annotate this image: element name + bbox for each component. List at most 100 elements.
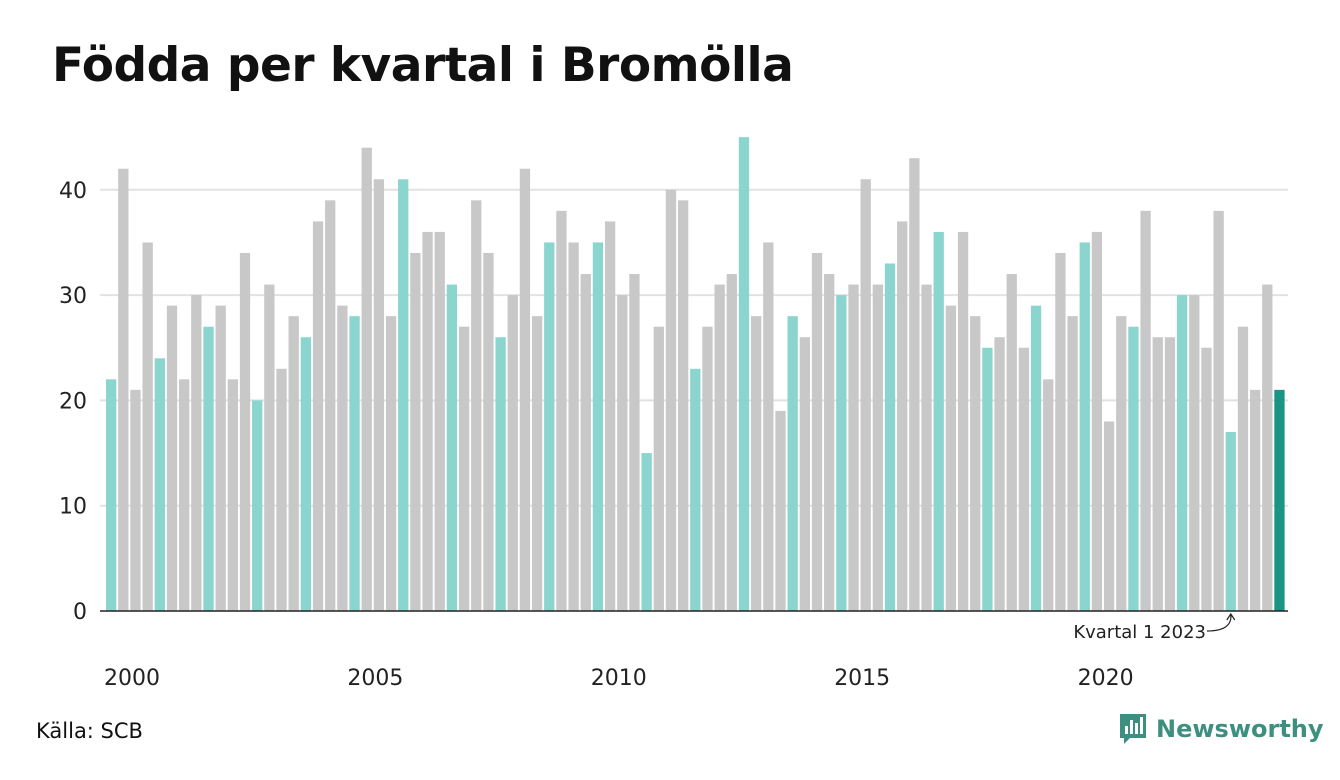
brand-name: Newsworthy: [1156, 715, 1324, 743]
bar: [556, 210, 567, 612]
x-tick-label: 2015: [834, 666, 890, 691]
bar: [179, 379, 190, 611]
bar: [349, 316, 360, 611]
bar: [312, 221, 324, 611]
bar: [361, 147, 372, 611]
bar: [1006, 274, 1017, 611]
bar: [714, 284, 725, 611]
y-tick-label: 40: [59, 179, 87, 204]
bar: [690, 368, 701, 611]
bar: [373, 179, 385, 611]
bar: [106, 379, 117, 611]
bar: [118, 168, 129, 612]
bar: [836, 295, 847, 611]
bar: [641, 453, 652, 611]
y-tick-label: 30: [59, 284, 87, 309]
bar: [385, 316, 397, 611]
bar: [1176, 295, 1188, 611]
bar: [726, 274, 737, 611]
bar: [1225, 431, 1236, 611]
bar: [422, 231, 433, 612]
bar: [483, 252, 494, 612]
bar: [276, 368, 287, 611]
bar: [945, 305, 957, 611]
bar: [1079, 242, 1090, 611]
bar: [982, 347, 993, 611]
bar: [337, 305, 348, 611]
bar: [130, 389, 141, 611]
bar: [203, 326, 214, 611]
bar: [897, 221, 908, 611]
bar: [751, 316, 762, 611]
bar: [1067, 316, 1078, 611]
annotation-group: Kvartal 1 2023: [1073, 612, 1236, 643]
bar: [1213, 210, 1224, 612]
x-tick-label: 2005: [347, 666, 403, 691]
bar: [166, 305, 178, 611]
bar: [921, 284, 932, 611]
bar: [1152, 337, 1163, 611]
bar: [1128, 326, 1139, 611]
bar: [629, 274, 640, 611]
bar: [1055, 252, 1066, 612]
bar: [702, 326, 713, 611]
bar: [592, 242, 604, 611]
bar: [909, 158, 920, 611]
bar: [1189, 295, 1200, 611]
bar: [458, 326, 470, 611]
bar: [471, 200, 482, 611]
bar: [288, 316, 299, 611]
bar: [787, 316, 798, 611]
bar: [653, 326, 664, 611]
bar: [1103, 421, 1115, 611]
bar: [824, 274, 835, 611]
bars: [106, 137, 1285, 612]
bar: [994, 337, 1005, 611]
x-tick-label: 2000: [104, 666, 160, 691]
y-axis-ticks: 0 10 20 30 40: [59, 179, 87, 625]
brand-logo: Newsworthy: [1118, 712, 1324, 746]
bar: [957, 231, 969, 612]
bar: [1030, 305, 1042, 611]
bar: [763, 242, 774, 611]
bar: [1249, 389, 1261, 611]
bar: [142, 242, 153, 611]
bar: [860, 179, 871, 611]
bar: [568, 242, 579, 611]
bar: [434, 231, 445, 612]
bar: [239, 252, 251, 612]
bar: [191, 295, 202, 611]
bar: [495, 337, 506, 611]
bar: [665, 189, 677, 612]
bar: [1091, 231, 1103, 612]
bar: [1262, 284, 1273, 611]
x-axis-ticks: 2000 2005 2010 2015 2020: [104, 666, 1134, 691]
bar: [775, 410, 786, 611]
bar: [531, 316, 543, 611]
bar: [848, 284, 859, 611]
bar: [446, 284, 458, 611]
x-tick-label: 2010: [591, 666, 647, 691]
bar: [1164, 337, 1176, 611]
bar: [1201, 347, 1212, 611]
bar: [872, 284, 884, 611]
bar: [410, 252, 421, 612]
chart-title: Födda per kvartal i Bromölla: [52, 38, 794, 93]
bar: [799, 337, 810, 611]
bar: [1043, 379, 1054, 611]
bar: [519, 168, 531, 612]
bar: [933, 231, 944, 612]
y-tick-label: 20: [59, 389, 87, 414]
bar: [300, 337, 312, 611]
bar: [252, 400, 263, 611]
bar: [884, 263, 896, 611]
bar: [507, 295, 518, 611]
bar: [1018, 347, 1030, 611]
bar: [1237, 326, 1249, 611]
bar: [811, 252, 823, 612]
bar: [970, 316, 981, 611]
bar: [264, 284, 275, 611]
source-note: Källa: SCB: [36, 719, 143, 743]
annotation-label: Kvartal 1 2023: [1073, 622, 1206, 643]
